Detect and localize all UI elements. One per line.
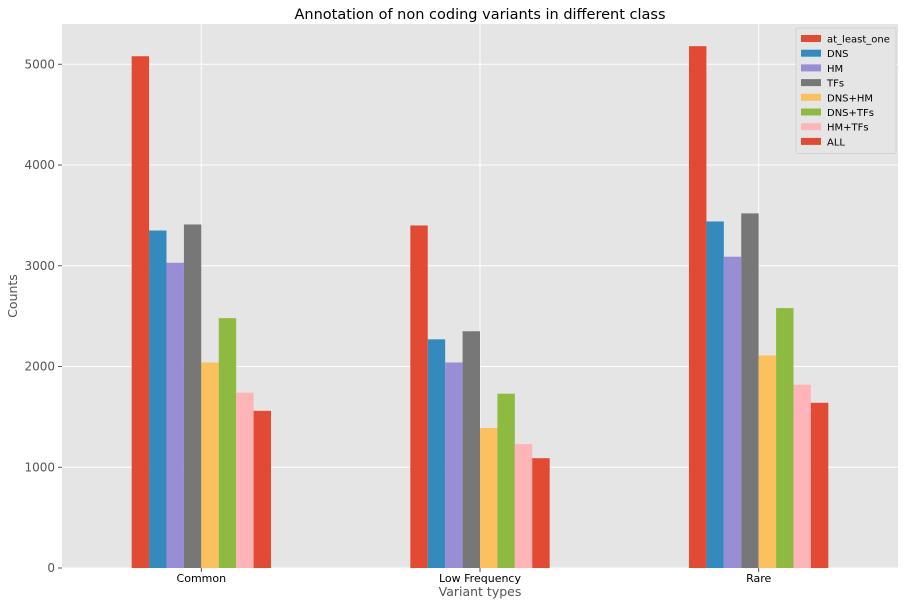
y-axis: 0 1000 2000 3000 4000 5000 bbox=[24, 57, 62, 575]
x-axis-label: Variant types bbox=[439, 584, 522, 599]
bar-hm bbox=[723, 256, 742, 568]
legend-entry: DNS+HM bbox=[827, 93, 873, 104]
y-tick-label: 0 bbox=[47, 561, 55, 575]
bar-hm-tfs bbox=[514, 444, 533, 568]
x-tick-label: Low Frequency bbox=[439, 572, 521, 585]
bar-at-least-one bbox=[689, 46, 707, 568]
bar-tfs bbox=[741, 213, 759, 569]
bar-at-least-one bbox=[410, 225, 428, 568]
bar-all bbox=[532, 458, 550, 568]
y-tick-label: 5000 bbox=[24, 57, 55, 71]
legend-swatch bbox=[801, 49, 821, 57]
legend-entry: TFs bbox=[826, 79, 844, 90]
legend: at_least_one DNS HM TFs DNS+HM DNS+TFs HM+TFs A… bbox=[795, 27, 897, 154]
x-tick-label: Rare bbox=[746, 572, 771, 585]
bar-dns-hm bbox=[480, 427, 498, 568]
legend-box bbox=[795, 27, 897, 154]
bars-group bbox=[131, 46, 829, 569]
legend-swatch bbox=[801, 64, 821, 72]
bar-dns-hm bbox=[201, 362, 219, 568]
bar-hm-tfs bbox=[793, 384, 811, 568]
legend-swatch bbox=[801, 108, 821, 116]
bar-hm bbox=[166, 262, 184, 568]
bar-dns bbox=[706, 221, 724, 569]
legend-entry: DNS bbox=[827, 49, 849, 60]
y-axis-label: Counts bbox=[5, 274, 20, 318]
bar-at-least-one bbox=[131, 56, 150, 569]
bar-all bbox=[253, 410, 271, 568]
legend-entry: HM+TFs bbox=[827, 123, 869, 134]
legend-swatch bbox=[801, 137, 821, 145]
legend-entry: ALL bbox=[827, 137, 845, 148]
bar-all bbox=[810, 402, 829, 568]
bar-hm bbox=[445, 362, 463, 568]
bar-dns bbox=[149, 230, 167, 568]
legend-swatch bbox=[801, 35, 821, 42]
x-tick-label: Common bbox=[177, 572, 227, 585]
legend-entry: at_least_one bbox=[827, 35, 890, 46]
legend-entry: HM bbox=[827, 64, 843, 75]
x-axis: Common Low Frequency Rare bbox=[177, 568, 771, 585]
bar-dns bbox=[427, 339, 446, 568]
y-tick-label: 4000 bbox=[24, 158, 55, 172]
legend-entry: DNS+TFs bbox=[827, 108, 874, 119]
legend-swatch bbox=[801, 123, 821, 131]
bar-hm-tfs bbox=[236, 392, 254, 568]
bar-tfs bbox=[183, 224, 202, 569]
y-tick-label: 3000 bbox=[24, 259, 55, 273]
legend-swatch bbox=[801, 79, 821, 87]
bar-tfs bbox=[462, 331, 480, 568]
bar-dns-tfs bbox=[497, 393, 515, 568]
bar-dns-tfs bbox=[218, 318, 237, 568]
bar-dns-hm bbox=[758, 355, 777, 568]
y-tick-label: 1000 bbox=[24, 460, 55, 474]
legend-swatch bbox=[801, 93, 821, 101]
y-tick-label: 2000 bbox=[24, 360, 55, 374]
chart-title: Annotation of non coding variants in dif… bbox=[294, 7, 665, 23]
bar-dns-tfs bbox=[776, 308, 794, 568]
